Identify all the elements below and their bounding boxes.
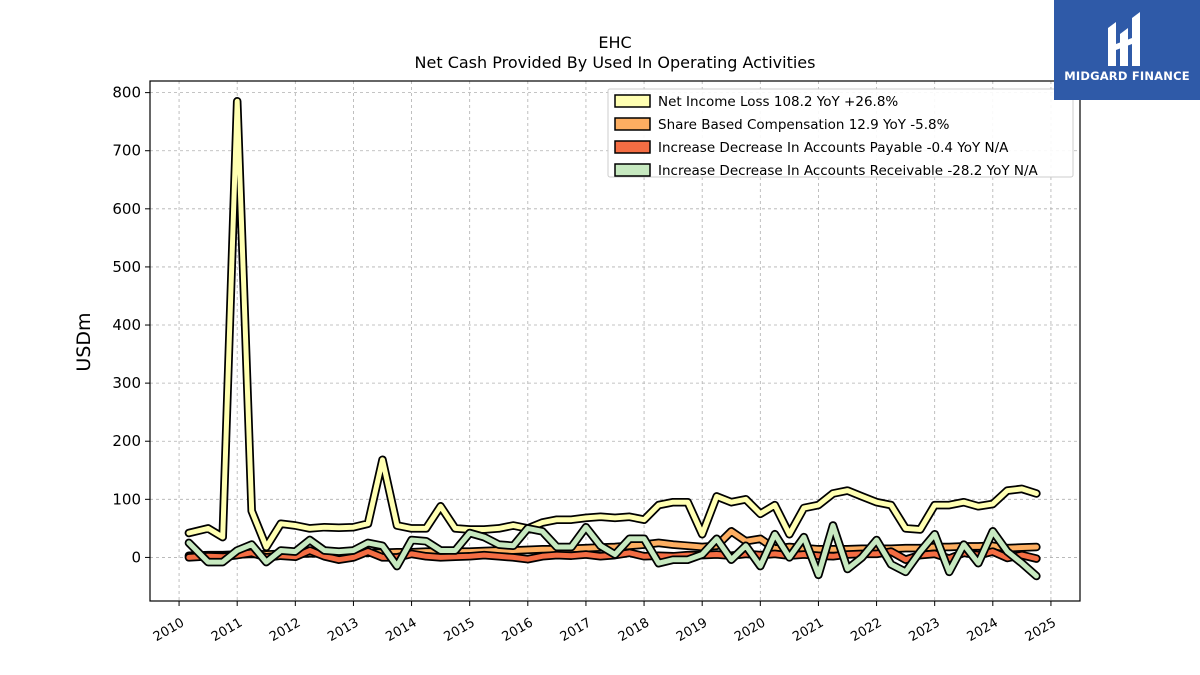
x-tick-label: 2011	[209, 615, 245, 645]
y-tick-label: 600	[112, 200, 141, 218]
legend-box	[607, 88, 1074, 178]
brand-logo-text: MIDGARD FINANCE	[1064, 69, 1190, 83]
x-tick-label: 2017	[558, 615, 594, 645]
plot-series	[184, 97, 1041, 581]
y-tick-label: 300	[112, 374, 141, 392]
y-tick-label: 100	[112, 490, 141, 508]
series-1-line	[186, 98, 1039, 550]
legend-entry-3: Increase Decrease In Accounts Payable -0…	[658, 140, 1009, 156]
x-tick-label: 2024	[965, 615, 1001, 645]
x-tick-label: 2010	[151, 615, 187, 645]
x-tick-label: 2013	[325, 615, 361, 645]
y-tick-label: 200	[112, 432, 141, 450]
y-tick-label: 700	[112, 142, 141, 160]
brand-logo: MIDGARD FINANCE	[1054, 0, 1200, 100]
legend-swatch-1	[614, 94, 651, 108]
chart-title: EHC	[598, 33, 631, 52]
y-tick-label: 400	[112, 316, 141, 334]
x-tick-label: 2012	[267, 615, 303, 645]
y-axis-label: USDm	[73, 312, 95, 371]
x-tick-label: 2018	[616, 615, 652, 645]
y-tick-label: 800	[112, 84, 141, 102]
legend-swatch-4	[614, 163, 651, 177]
x-tick-label: 2020	[732, 615, 768, 645]
x-tick-label: 2021	[790, 615, 826, 645]
legend-swatch-2	[614, 117, 651, 131]
legend-swatch-3	[614, 140, 651, 154]
x-tick-label: 2019	[674, 615, 710, 645]
x-tick-label: 2014	[383, 615, 419, 645]
plot-frame	[149, 80, 1081, 602]
midgard-logo-icon	[1108, 12, 1140, 66]
chart-subtitle: Net Cash Provided By Used In Operating A…	[415, 53, 816, 72]
x-tick-label: 2025	[1023, 615, 1059, 645]
x-tick-label: 2016	[500, 615, 536, 645]
series-4-line	[186, 523, 1039, 579]
y-tick-label: 500	[112, 258, 141, 276]
y-tick-label: 0	[131, 548, 141, 566]
x-tick-label: 2015	[442, 615, 478, 645]
x-tick-label: 2023	[907, 615, 943, 645]
legend-entry-1: Net Income Loss 108.2 YoY +26.8%	[658, 94, 898, 110]
legend-entry-2: Share Based Compensation 12.9 YoY -5.8%	[658, 117, 950, 133]
legend: Net Income Loss 108.2 YoY +26.8% Share Ba…	[607, 88, 1074, 179]
x-tick-label: 2022	[848, 615, 884, 645]
legend-entry-4: Increase Decrease In Accounts Receivable…	[658, 163, 1039, 179]
